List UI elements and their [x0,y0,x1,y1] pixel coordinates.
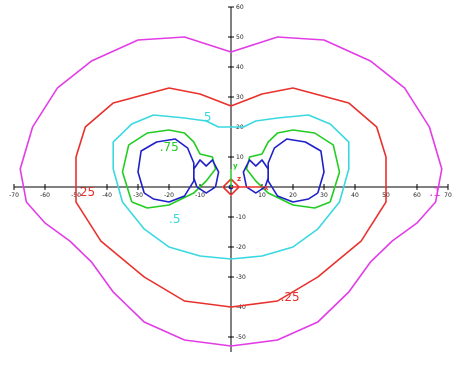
contour-line [19,36,443,347]
x-tick-label: -60 [40,192,50,199]
origin-marker: x yz [221,162,269,197]
z-axis-letter: z [237,175,241,183]
y-tick-label: 10 [236,154,244,161]
x-tick-label: 60 [413,192,421,199]
contour-line [242,159,269,194]
y-tick-label: -10 [236,214,246,221]
contour-line [112,114,350,260]
y-tick-label: 30 [236,94,244,101]
x-tick-label: -30 [133,192,143,199]
x-axis-letter: x [264,184,269,192]
contour-level-label: .75 [160,140,179,154]
y-tick-label: -40 [236,304,246,311]
contour-level-label: .25 [76,185,95,199]
x-tick-label: 20 [289,192,297,199]
x-tick-label: 30 [320,192,328,199]
contour-line [267,138,325,203]
x-tick-label: -40 [102,192,112,199]
y-tick-label: -30 [236,274,246,281]
origin-diamond [221,177,241,197]
x-tick-label: -10 [195,192,205,199]
y-tick-label: -20 [236,244,246,251]
contour-level-label: .5 [200,110,211,124]
contour-line [193,159,220,194]
y-tick-label: 40 [236,64,244,71]
x-tick-label: 40 [351,192,359,199]
y-tick-label: -50 [236,334,246,341]
y-axis-letter: y [233,162,238,170]
contour-line [75,87,387,308]
x-tick-label: -20 [164,192,174,199]
y-tick-label: 60 [236,4,244,11]
contour-line [245,129,341,209]
x-tick-label: 10 [258,192,266,199]
x-tick-label: -70 [9,192,19,199]
y-tick-label: 50 [236,34,244,41]
contour-level-label: .1 [429,185,440,199]
contour-line [137,138,195,203]
contour-lines [19,36,443,347]
contour-labels: .1 .25 .25 .5 .5 .75 [76,110,441,304]
contour-line [121,129,217,209]
contour-level-label: .5 [169,212,180,226]
contour-level-label: .25 [281,290,300,304]
x-tick-label: 70 [444,192,452,199]
